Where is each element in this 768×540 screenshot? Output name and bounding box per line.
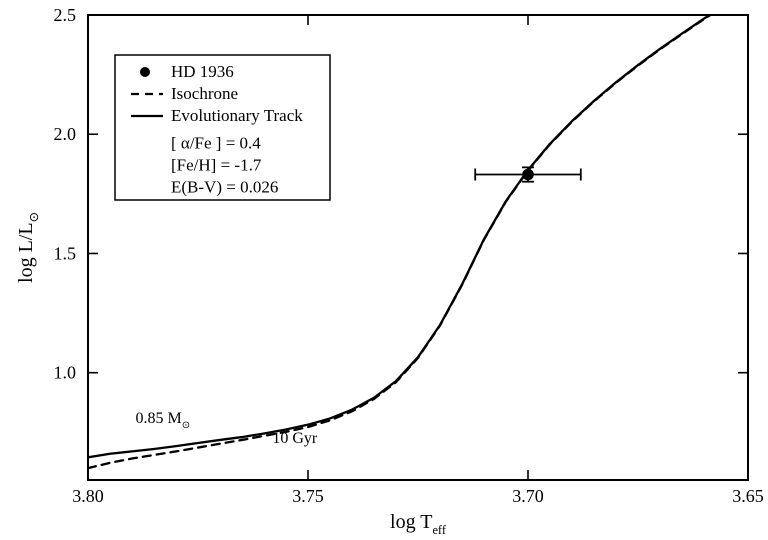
x-tick-label: 3.80 — [72, 486, 104, 506]
y-tick-label: 1.5 — [54, 243, 77, 263]
legend-param: [ α/Fe ] = 0.4 — [171, 134, 261, 153]
legend-param: E(B-V) = 0.026 — [171, 178, 278, 197]
hd1936-point — [475, 167, 581, 181]
legend-item-label: Isochrone — [171, 84, 238, 103]
y-tick-label: 2.5 — [54, 5, 77, 25]
y-tick-label: 1.0 — [54, 363, 77, 383]
age-annotation: 10 Gyr — [272, 430, 318, 447]
chart-svg: 3.80 3.75 3.70 3.65 1.0 1.5 2.0 2.5 log Teff log … — [0, 0, 768, 540]
y-axis-label: log L/L⊙ — [15, 212, 41, 283]
x-tick-label: 3.75 — [292, 486, 324, 506]
y-tick-label: 2.0 — [54, 124, 77, 144]
hr-diagram-chart: 3.80 3.75 3.70 3.65 1.0 1.5 2.0 2.5 log Teff log … — [0, 0, 768, 540]
legend-marker-icon — [140, 67, 150, 77]
mass-annotation: 0.85 M⊙ — [136, 410, 191, 431]
x-tick-label: 3.70 — [512, 486, 544, 506]
legend-item-label: Evolutionary Track — [171, 106, 303, 125]
legend: HD 1936 Isochrone Evolutionary Track [ α/Fe… — [115, 55, 330, 200]
x-tick-label: 3.65 — [732, 486, 764, 506]
legend-item-label: HD 1936 — [171, 62, 234, 81]
x-axis-label: log Teff — [390, 511, 447, 537]
legend-param: [Fe/H] = -1.7 — [171, 156, 262, 175]
